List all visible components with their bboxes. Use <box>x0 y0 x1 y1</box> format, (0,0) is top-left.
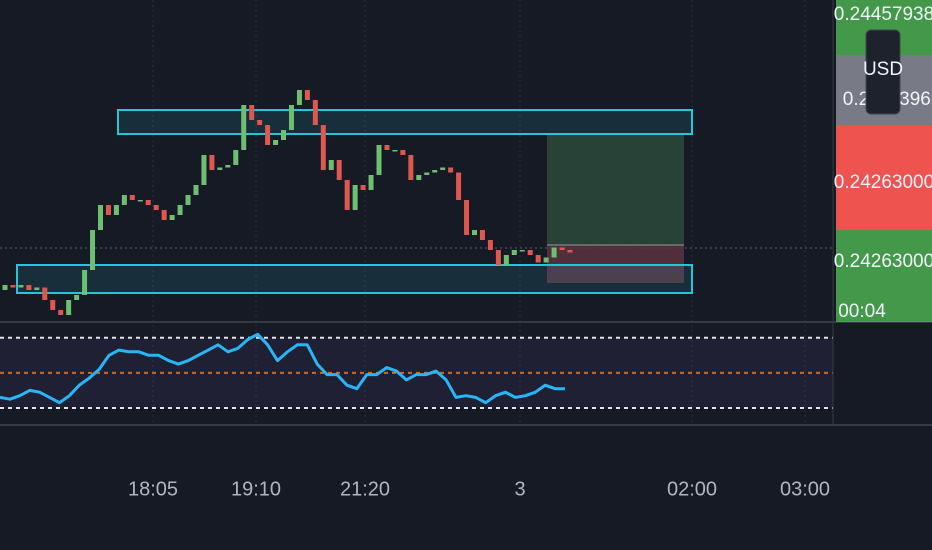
candle-body <box>18 285 24 288</box>
candle-body <box>432 170 438 173</box>
candle-body <box>113 205 119 215</box>
candle-body <box>74 295 80 300</box>
support-zone <box>16 264 693 294</box>
time-label: 19:10 <box>231 478 281 500</box>
candle-body <box>360 185 366 190</box>
candle-body <box>464 200 470 235</box>
candle-body <box>241 105 247 150</box>
candle-body <box>296 90 302 105</box>
candle-body <box>511 250 517 255</box>
candle-body <box>479 230 485 240</box>
candle-body <box>42 287 48 300</box>
candle-body <box>58 310 64 315</box>
candle-body <box>129 195 135 200</box>
candle-body <box>177 205 183 215</box>
price-label: 0.2 <box>843 89 869 110</box>
time-label: 03:00 <box>780 478 830 500</box>
candle-body <box>312 100 318 125</box>
candle-body <box>288 105 294 130</box>
candle-body <box>233 150 239 165</box>
candle-body <box>66 300 72 315</box>
candle-body <box>304 90 310 100</box>
candle-body <box>344 180 350 210</box>
candle-body <box>82 270 88 295</box>
candle-body <box>169 215 175 220</box>
candle-body <box>376 145 382 175</box>
candle-body <box>527 250 533 255</box>
candle-body <box>185 195 191 205</box>
time-label: 21:20 <box>340 478 390 500</box>
candle-body <box>257 120 263 125</box>
candle-body <box>336 160 342 180</box>
candle-body <box>281 130 287 140</box>
candle-body <box>384 145 390 150</box>
candle-body <box>145 200 151 205</box>
candle-body <box>392 150 398 152</box>
candle-body <box>217 167 223 170</box>
candle-body <box>559 247 565 250</box>
price-label-bg <box>836 230 932 322</box>
candle-body <box>495 250 501 265</box>
candle-body <box>543 257 549 263</box>
candle-body <box>121 195 127 205</box>
candle-body <box>50 300 56 310</box>
vertical-grid <box>152 0 806 425</box>
price-label: 00:04 <box>838 301 886 322</box>
candle-body <box>352 185 358 210</box>
currency-badge <box>865 29 901 115</box>
candle-body <box>26 285 32 290</box>
candle-body <box>193 185 199 195</box>
candle-body <box>416 175 422 180</box>
candle-body <box>137 200 143 202</box>
time-label: 18:05 <box>128 478 178 500</box>
candle-body <box>440 167 446 170</box>
currency-label: USD <box>863 59 903 80</box>
candle-body <box>368 175 374 190</box>
price-label: 0.24263000 <box>834 251 932 272</box>
candle-body <box>97 205 103 230</box>
candle-body <box>567 250 573 253</box>
candle-body <box>456 172 462 200</box>
time-label: 02:00 <box>667 478 717 500</box>
price-axis: 0.24457938 0.2 396 0.24263000 0.24263000 00:0… <box>834 0 932 322</box>
candle-body <box>161 210 167 220</box>
candle-body <box>105 205 111 215</box>
candle-body <box>10 285 16 288</box>
candle-body <box>90 230 96 270</box>
candles <box>2 90 573 315</box>
candle-body <box>448 167 454 173</box>
candle-body <box>519 250 525 252</box>
price-label: 0.24263000 <box>834 172 932 193</box>
candle-body <box>273 140 279 145</box>
candle-body <box>265 125 271 145</box>
candle-body <box>503 255 509 265</box>
price-label-bg <box>836 125 932 230</box>
candle-body <box>487 240 493 250</box>
candle-body <box>320 125 326 170</box>
candle-body <box>551 247 557 258</box>
price-label: 396 <box>899 89 931 110</box>
candle-body <box>408 155 414 180</box>
profit-zone <box>547 134 684 245</box>
candle-body <box>201 155 207 185</box>
candle-body <box>535 255 541 263</box>
candle-body <box>34 287 40 290</box>
rsi-pane <box>0 332 833 409</box>
candle-body <box>225 165 231 168</box>
candle-body <box>153 205 159 210</box>
price-label: 0.24457938 <box>834 4 932 25</box>
rsi-line <box>0 332 565 405</box>
candle-body <box>2 285 8 290</box>
time-axis: 18:05 19:10 21:20 3 02:00 03:00 <box>128 478 830 500</box>
candle-body <box>328 160 334 170</box>
candle-body <box>249 105 255 120</box>
resistance-zone <box>117 109 693 135</box>
candle-body <box>400 150 406 155</box>
candle-body <box>472 230 478 235</box>
candle-body <box>209 155 215 170</box>
time-label: 3 <box>514 478 525 500</box>
candle-body <box>424 172 430 175</box>
